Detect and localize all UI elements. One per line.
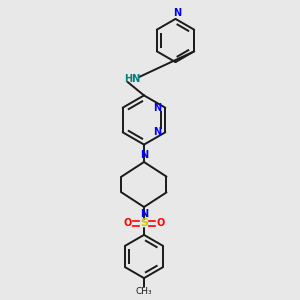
Text: O: O bbox=[156, 218, 165, 229]
Text: CH₃: CH₃ bbox=[136, 287, 152, 296]
Text: O: O bbox=[123, 218, 132, 229]
Text: HN: HN bbox=[124, 74, 140, 85]
Text: N: N bbox=[140, 208, 148, 219]
Text: N: N bbox=[153, 127, 161, 137]
Text: S: S bbox=[140, 218, 148, 229]
Text: N: N bbox=[153, 103, 161, 113]
Text: N: N bbox=[140, 150, 148, 161]
Text: N: N bbox=[173, 8, 181, 19]
